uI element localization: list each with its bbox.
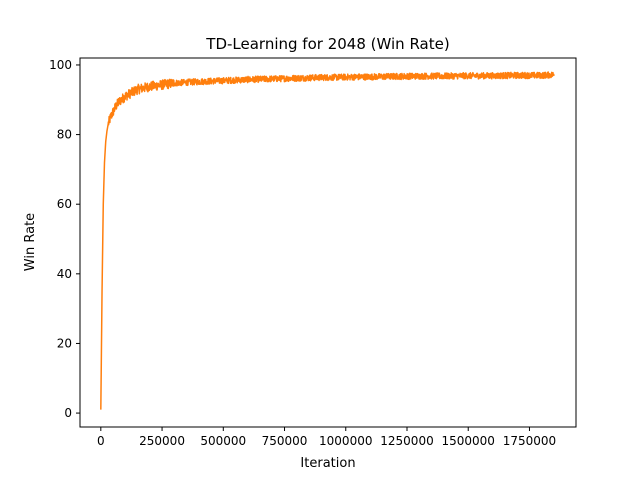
y-tick-label: 0 — [64, 406, 72, 420]
y-tick-label: 100 — [49, 58, 72, 72]
plot-area — [100, 71, 555, 410]
x-tick-label: 1250000 — [380, 434, 433, 448]
chart-title: TD-Learning for 2048 (Win Rate) — [205, 35, 449, 53]
y-axis-ticks: 0 20 40 60 80 100 — [49, 58, 80, 420]
x-tick-label: 500000 — [200, 434, 246, 448]
y-axis-label: Win Rate — [23, 213, 38, 271]
y-tick-label: 40 — [57, 267, 72, 281]
x-tick-label: 0 — [97, 434, 105, 448]
x-axis-label: Iteration — [300, 456, 355, 471]
series-line-0 — [100, 71, 555, 410]
axes-frame — [79, 57, 577, 428]
x-tick-label: 1000000 — [319, 434, 372, 448]
y-tick-label: 80 — [57, 128, 72, 142]
x-tick-label: 750000 — [262, 434, 308, 448]
x-tick-label: 1500000 — [442, 434, 495, 448]
x-tick-label: 250000 — [139, 434, 185, 448]
x-tick-label: 1750000 — [503, 434, 556, 448]
y-tick-label: 20 — [57, 336, 72, 350]
x-axis-ticks: 0 250000 500000 750000 1000000 1250000 1500000… — [97, 427, 556, 448]
y-tick-label: 60 — [57, 197, 72, 211]
